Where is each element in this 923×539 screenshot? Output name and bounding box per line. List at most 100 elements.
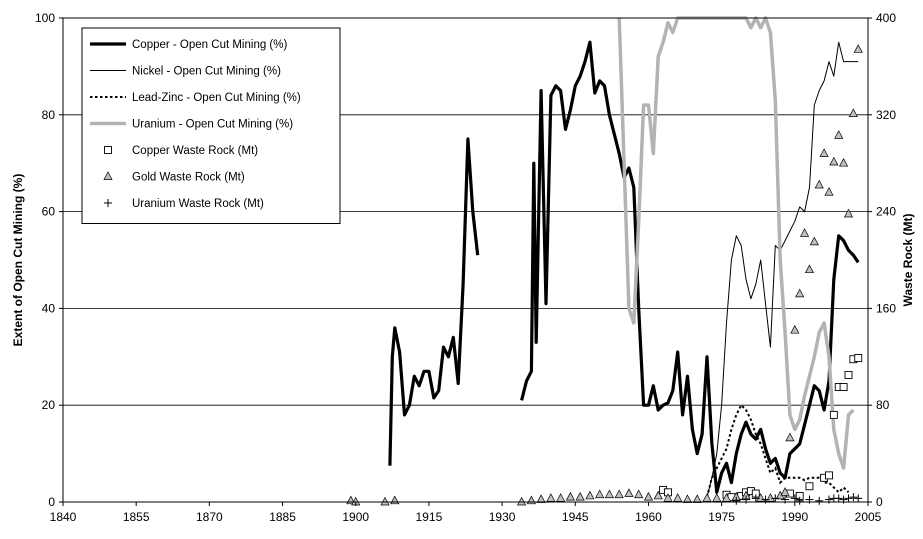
data-point — [790, 324, 800, 334]
legend: Copper - Open Cut Mining (%) Nickel - Ope… — [81, 27, 341, 224]
data-point — [848, 108, 858, 117]
legend-box — [81, 27, 341, 224]
y-tick-label: 20 — [42, 398, 56, 412]
series-2 — [706, 41, 859, 498]
y-tick-label: 100 — [35, 11, 55, 25]
y-axis-title: Extent of Open Cut Mining (%) — [11, 174, 25, 347]
series-3 — [706, 403, 850, 498]
legend-label: Uranium Waste Rock (Mt) — [132, 198, 264, 210]
series-line — [520, 40, 860, 494]
data-point — [546, 493, 556, 502]
data-point — [682, 494, 693, 503]
data-point — [556, 493, 566, 502]
legend-item: Copper - Open Cut Mining (%) — [90, 39, 287, 51]
data-point — [565, 491, 575, 501]
legend-label: Nickel - Open Cut Mining (%) — [132, 66, 281, 78]
y-tick-label: 60 — [42, 205, 56, 219]
data-point — [585, 490, 595, 500]
x-tick-label: 1945 — [562, 510, 589, 524]
data-point — [809, 236, 819, 246]
x-tick-label: 1885 — [269, 510, 296, 524]
x-tick-label: 1960 — [635, 510, 662, 524]
x-tick-label: 2005 — [855, 510, 882, 524]
series-layer — [346, 16, 863, 506]
data-point — [765, 493, 776, 502]
y2-tick-label: 320 — [876, 108, 896, 122]
data-point — [795, 288, 805, 298]
data-point — [844, 371, 853, 379]
legend-item: Uranium Waste Rock (Mt) — [104, 198, 264, 210]
x-tick-label: 1915 — [416, 510, 443, 524]
data-point — [829, 410, 838, 419]
legend-label: Copper Waste Rock (Mt) — [132, 145, 258, 157]
data-point — [834, 494, 843, 503]
data-point — [575, 491, 585, 501]
data-point — [839, 383, 848, 391]
data-point — [380, 496, 390, 506]
data-point — [751, 494, 760, 503]
series-line — [388, 137, 480, 466]
legend-item: Lead-Zinc - Open Cut Mining (%) — [90, 92, 301, 104]
data-point — [854, 494, 863, 503]
x-tick-label: 1975 — [708, 510, 735, 524]
data-point — [712, 493, 722, 502]
data-point — [771, 494, 780, 503]
data-point — [825, 471, 833, 480]
series-line — [706, 403, 850, 498]
data-point — [721, 493, 732, 502]
x-tick-label: 1855 — [123, 510, 150, 524]
y2-axis-title: Waste Rock (Mt) — [901, 214, 915, 307]
legend-swatch — [103, 171, 113, 180]
data-point — [604, 489, 615, 499]
x-tick-label: 1900 — [342, 510, 369, 524]
data-point — [844, 494, 853, 503]
data-point — [536, 494, 546, 503]
data-point — [526, 495, 536, 505]
legend-swatch — [104, 146, 112, 154]
y-tick-label: 0 — [48, 495, 55, 509]
x-tick-label: 1930 — [489, 510, 516, 524]
data-point — [804, 264, 815, 274]
series-6 — [346, 44, 863, 506]
y2-tick-label: 160 — [876, 301, 896, 315]
data-point — [853, 44, 863, 53]
data-point — [663, 493, 673, 502]
data-point — [849, 493, 858, 502]
data-point — [805, 482, 814, 491]
legend-label: Gold Waste Rock (Mt) — [132, 172, 245, 184]
data-point — [785, 432, 795, 442]
legend-item: Uranium - Open Cut Mining (%) — [90, 119, 293, 131]
data-point — [780, 487, 790, 496]
plot-frame — [62, 17, 869, 503]
legend-item: Gold Waste Rock (Mt) — [103, 171, 245, 184]
data-point — [643, 491, 654, 501]
data-point — [732, 496, 741, 505]
x-tick-label: 1870 — [196, 510, 223, 524]
data-point — [517, 496, 527, 506]
series-4 — [617, 16, 855, 470]
data-point — [614, 489, 624, 499]
axes: 0 20 40 60 80 100 0 80 160 240 320 400 1840 1855 1870 1… — [35, 11, 896, 524]
data-point — [824, 186, 834, 196]
data-point — [843, 208, 854, 218]
y-tick-label: 40 — [42, 301, 56, 315]
legend-item: Nickel - Open Cut Mining (%) — [90, 66, 281, 78]
y2-tick-label: 400 — [876, 11, 896, 25]
data-point — [692, 494, 702, 503]
y2-tick-label: 80 — [876, 398, 890, 412]
series-1 — [388, 40, 860, 494]
data-point — [653, 490, 663, 500]
data-point — [634, 489, 644, 499]
legend-swatch — [104, 199, 112, 207]
data-point — [790, 494, 799, 503]
data-point — [799, 228, 810, 237]
y2-tick-label: 240 — [876, 205, 896, 219]
legend-label: Lead-Zinc - Open Cut Mining (%) — [132, 92, 301, 104]
data-point — [673, 493, 683, 502]
data-point — [839, 157, 849, 167]
data-point — [795, 496, 804, 505]
data-point — [834, 130, 844, 139]
legend-label: Copper - Open Cut Mining (%) — [132, 39, 287, 51]
